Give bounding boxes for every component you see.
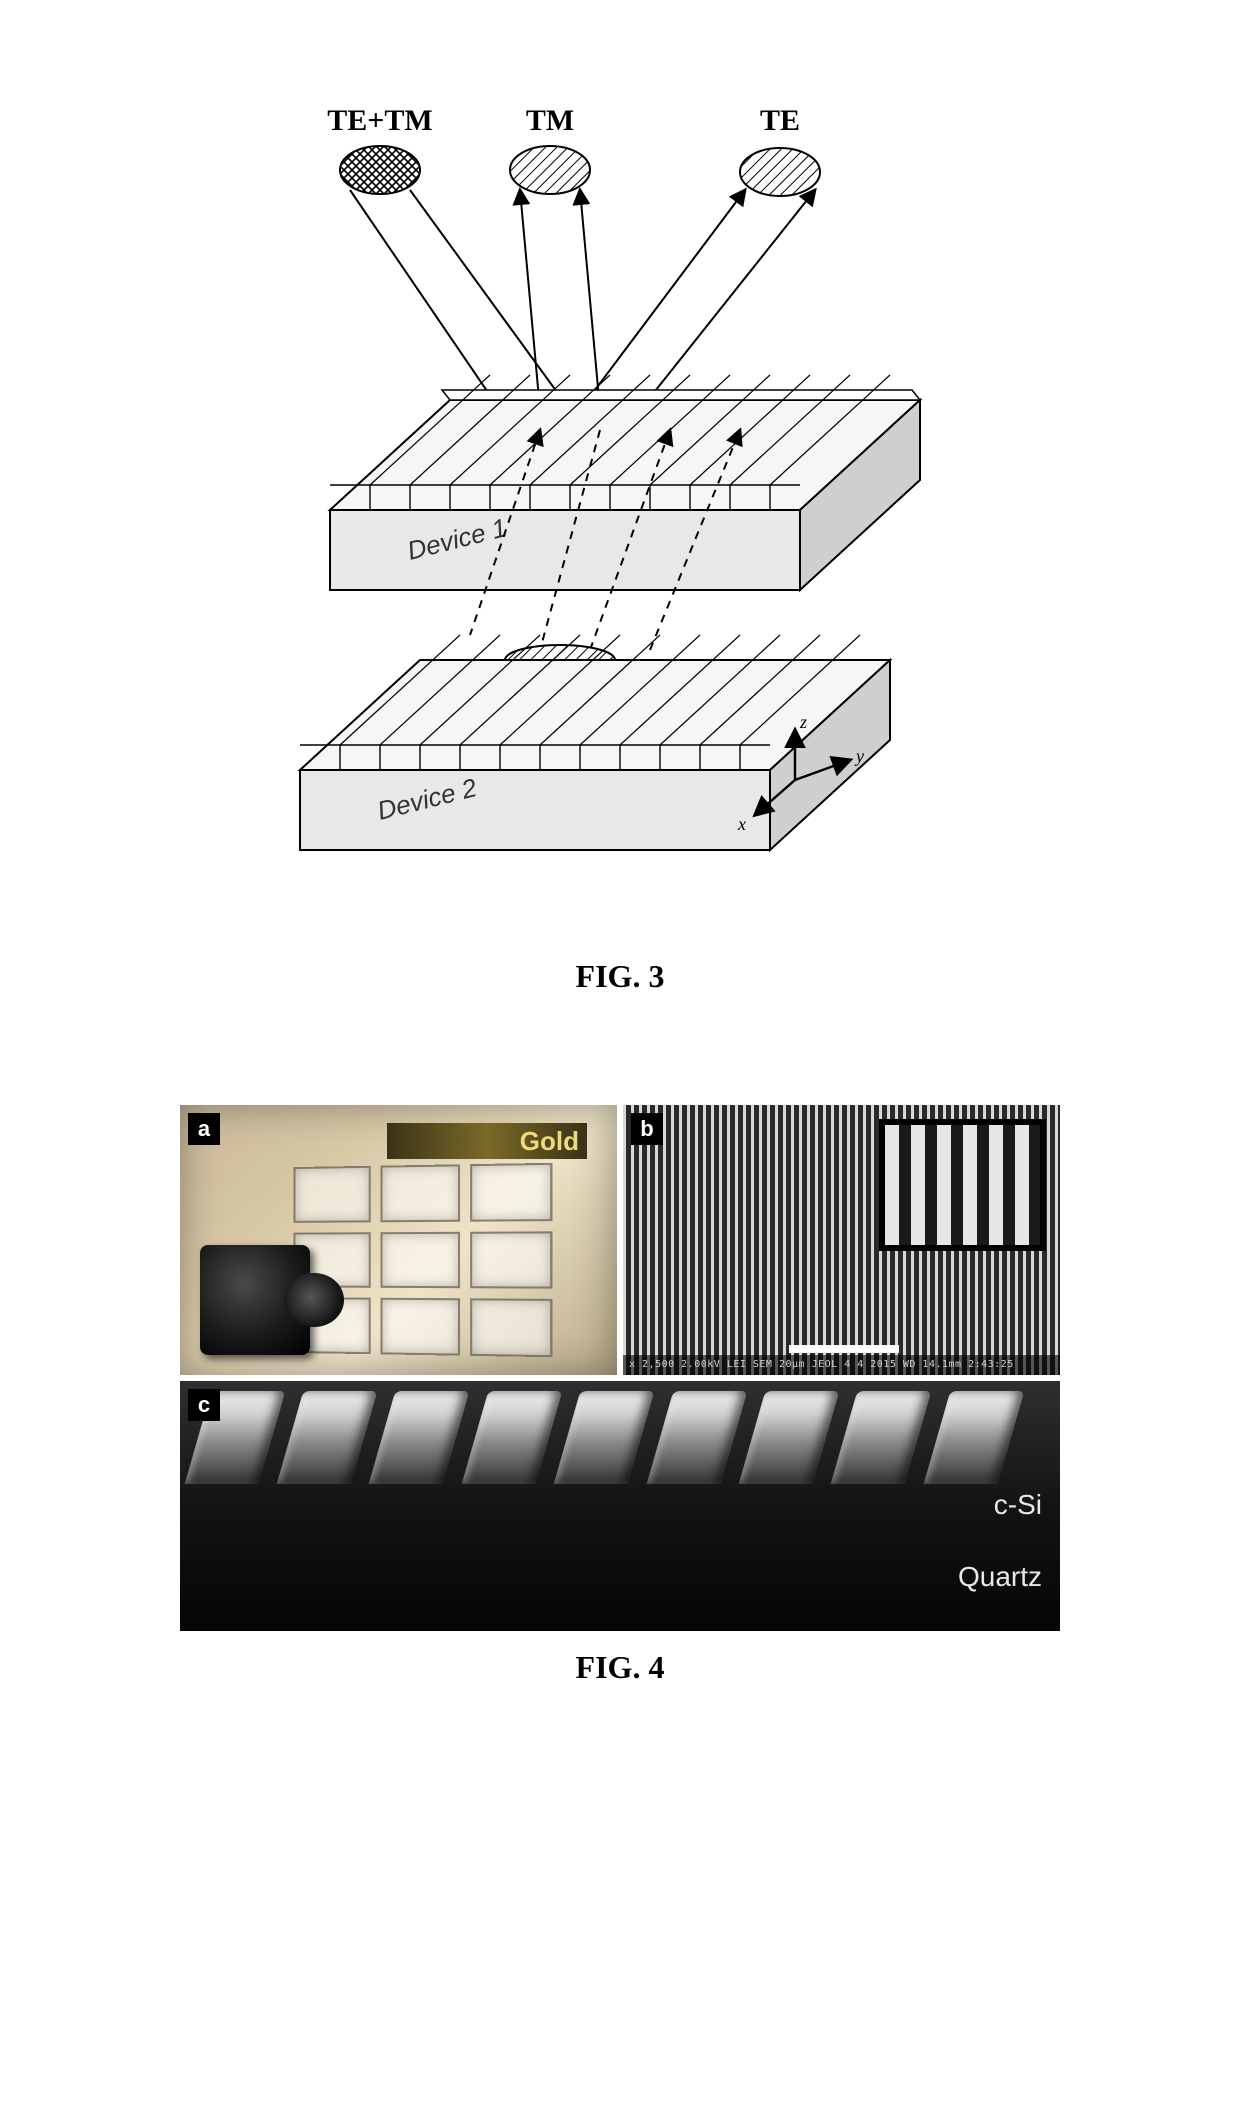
polarization-ellipse-te-tm	[340, 146, 420, 194]
figure-4: Gold a x 2,500 2.00kV LEI SEM 20µm JEOL …	[180, 1105, 1060, 1631]
page: TE+TM TM TE	[0, 90, 1240, 1686]
axis-y-label: y	[854, 746, 864, 766]
figure-4-caption: FIG. 4	[0, 1649, 1240, 1686]
fig4-panel-c: c-Si Quartz c	[180, 1381, 1060, 1631]
beam-label-te-tm: TE+TM	[327, 104, 432, 137]
beam-label-tm: TM	[526, 104, 574, 137]
fig3-schematic: TE+TM TM TE	[240, 90, 1000, 940]
panel-c-letter: c	[188, 1389, 220, 1421]
panel-c-ridges	[180, 1381, 1060, 1531]
device-2-block: Device 2	[300, 635, 890, 850]
axis-z-label: z	[799, 712, 807, 732]
figure-3: TE+TM TM TE	[240, 90, 1000, 940]
panel-a-letter: a	[188, 1113, 220, 1145]
figure-3-caption: FIG. 3	[0, 958, 1240, 995]
panel-b-metadata: x 2,500 2.00kV LEI SEM 20µm JEOL 4 4 201…	[623, 1355, 1060, 1375]
polarization-ellipse-te	[740, 148, 820, 196]
panel-c-label-csi: c-Si	[994, 1489, 1042, 1521]
fig4-panel-a: Gold a	[180, 1105, 617, 1375]
beam-label-te: TE	[760, 104, 800, 137]
panel-b-letter: b	[631, 1113, 663, 1145]
panel-b-inset	[879, 1119, 1046, 1251]
fig4-panel-b: x 2,500 2.00kV LEI SEM 20µm JEOL 4 4 201…	[623, 1105, 1060, 1375]
polarization-ellipse-tm	[510, 146, 590, 194]
panel-a-gold-label: Gold	[387, 1123, 587, 1159]
panel-a-camera	[200, 1245, 310, 1355]
panel-a-window-grid	[294, 1163, 553, 1357]
device-1-block: Device 1	[330, 375, 920, 590]
panel-c-label-quartz: Quartz	[958, 1561, 1042, 1593]
beams-solid	[350, 190, 815, 410]
panel-b-scalebar	[789, 1345, 899, 1353]
axis-x-label: x	[737, 814, 746, 834]
